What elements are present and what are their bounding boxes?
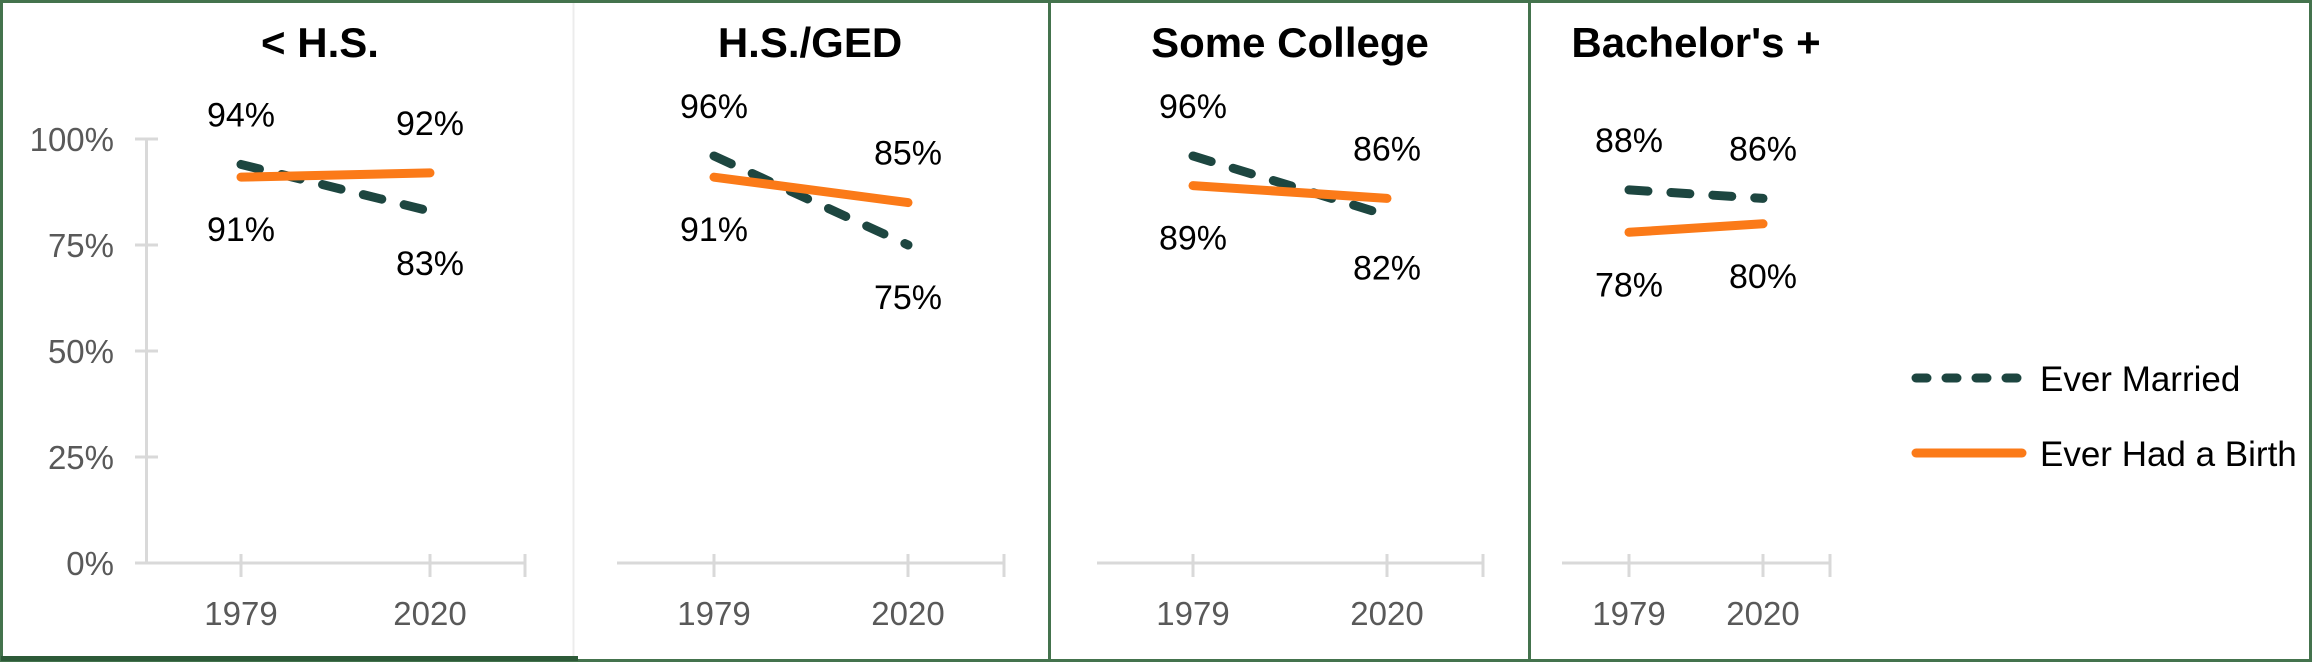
- panel-hs-ged: H.S./GED 1979 2020 96% 75% 91% 85%: [617, 19, 1006, 632]
- data-label-ever-married: 83%: [396, 245, 464, 283]
- series-line-ever-had-a-birth: [1624, 219, 1768, 237]
- data-label-ever-had-a-birth: 91%: [207, 211, 275, 249]
- panel-title: Some College: [1151, 19, 1429, 66]
- data-label-ever-married: 96%: [1159, 88, 1227, 126]
- data-label-ever-had-a-birth: 92%: [396, 105, 464, 143]
- data-label-ever-had-a-birth: 89%: [1159, 220, 1227, 258]
- x-tick-label: 1979: [1156, 595, 1229, 632]
- series-line-ever-married: [236, 159, 435, 216]
- data-label-ever-had-a-birth: 85%: [874, 135, 942, 173]
- y-tick-label: 0%: [66, 545, 114, 582]
- data-label-ever-married: 94%: [207, 96, 275, 134]
- y-tick-label: 50%: [48, 333, 114, 370]
- series-line-ever-married: [1624, 185, 1768, 203]
- panel-some-college: Some College 1979 2020 96% 82% 89% 86%: [1097, 19, 1485, 632]
- y-tick-label: 25%: [48, 439, 114, 476]
- series-line-ever-married: [709, 151, 913, 250]
- panel-bachelors-plus: Bachelor's + 1979 2020 88% 86% 78% 80%: [1562, 19, 1832, 632]
- data-label-ever-married: 88%: [1595, 122, 1663, 160]
- panel-title: < H.S.: [261, 19, 379, 66]
- x-tick-label: 2020: [871, 595, 944, 632]
- x-tick-label: 2020: [1726, 595, 1799, 632]
- data-label-ever-married: 96%: [680, 88, 748, 126]
- x-tick-label: 1979: [1592, 595, 1665, 632]
- data-label-ever-had-a-birth: 78%: [1595, 266, 1663, 304]
- panel-less-than-hs: < H.S. 1979 2020 0% 25% 50% 75% 100% 94% 83% 91% 9…: [30, 19, 527, 632]
- series-line-ever-had-a-birth: [236, 168, 435, 182]
- panel-title: H.S./GED: [718, 19, 902, 66]
- data-label-ever-married: 75%: [874, 279, 942, 317]
- data-label-ever-married: 86%: [1729, 130, 1797, 168]
- legend-label-ever-had-a-birth: Ever Had a Birth: [2040, 435, 2297, 474]
- series-line-ever-had-a-birth: [709, 172, 913, 208]
- y-tick-label: 75%: [48, 227, 114, 264]
- series-line-ever-had-a-birth: [1188, 181, 1392, 203]
- data-label-ever-had-a-birth: 91%: [680, 211, 748, 249]
- legend-label-ever-married: Ever Married: [2040, 360, 2240, 399]
- data-label-ever-had-a-birth: 86%: [1353, 130, 1421, 168]
- legend: Ever Married Ever Had a Birth: [1911, 360, 2297, 474]
- panel-title: Bachelor's +: [1571, 19, 1820, 66]
- x-tick-label: 1979: [677, 595, 750, 632]
- y-tick-label: 100%: [30, 121, 114, 158]
- x-tick-label: 1979: [204, 595, 277, 632]
- x-tick-label: 2020: [393, 595, 466, 632]
- data-label-ever-married: 82%: [1353, 249, 1421, 287]
- data-label-ever-had-a-birth: 80%: [1729, 258, 1797, 296]
- x-tick-label: 2020: [1350, 595, 1423, 632]
- series-line-ever-married: [1188, 151, 1392, 220]
